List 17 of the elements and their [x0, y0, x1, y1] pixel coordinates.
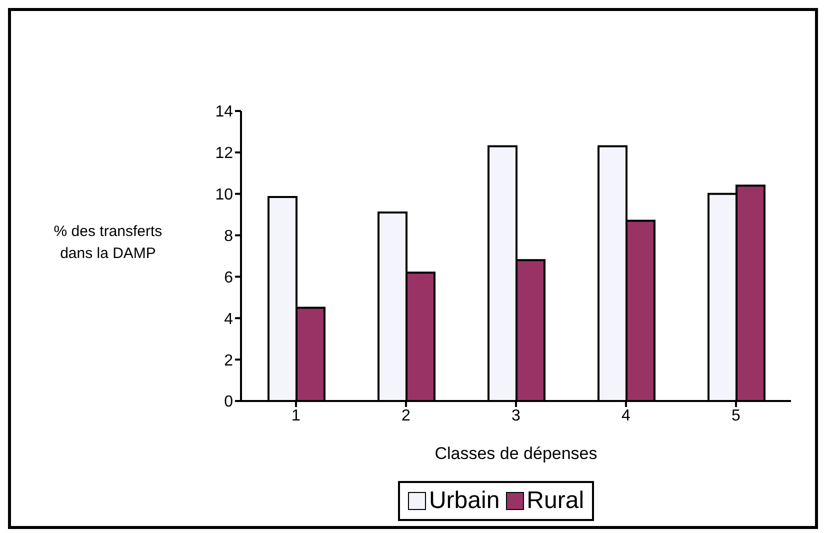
y-tick-label: 6	[224, 269, 234, 286]
y-tick-label: 0	[224, 394, 234, 411]
y-tick-label: 4	[224, 310, 234, 328]
x-axis-title: Classes de dépenses	[434, 444, 598, 463]
y-axis-title: % des transferts dans la DAMP	[52, 222, 164, 264]
y-tick-label: 2	[224, 352, 234, 370]
x-tick-label: 2	[402, 407, 411, 424]
y-tick-label: 12	[215, 145, 234, 162]
x-tick-label: 5	[732, 407, 741, 424]
y-tick-label: 10	[215, 186, 234, 204]
y-tick-label: 8	[224, 228, 234, 245]
y-tick-label: 14	[215, 104, 234, 121]
x-tick-label: 4	[622, 407, 631, 424]
x-tick-label: 1	[292, 407, 301, 424]
x-tick-label: 3	[512, 407, 521, 424]
legend-label: Urbain	[428, 487, 500, 515]
legend-label: Rural	[526, 487, 584, 515]
